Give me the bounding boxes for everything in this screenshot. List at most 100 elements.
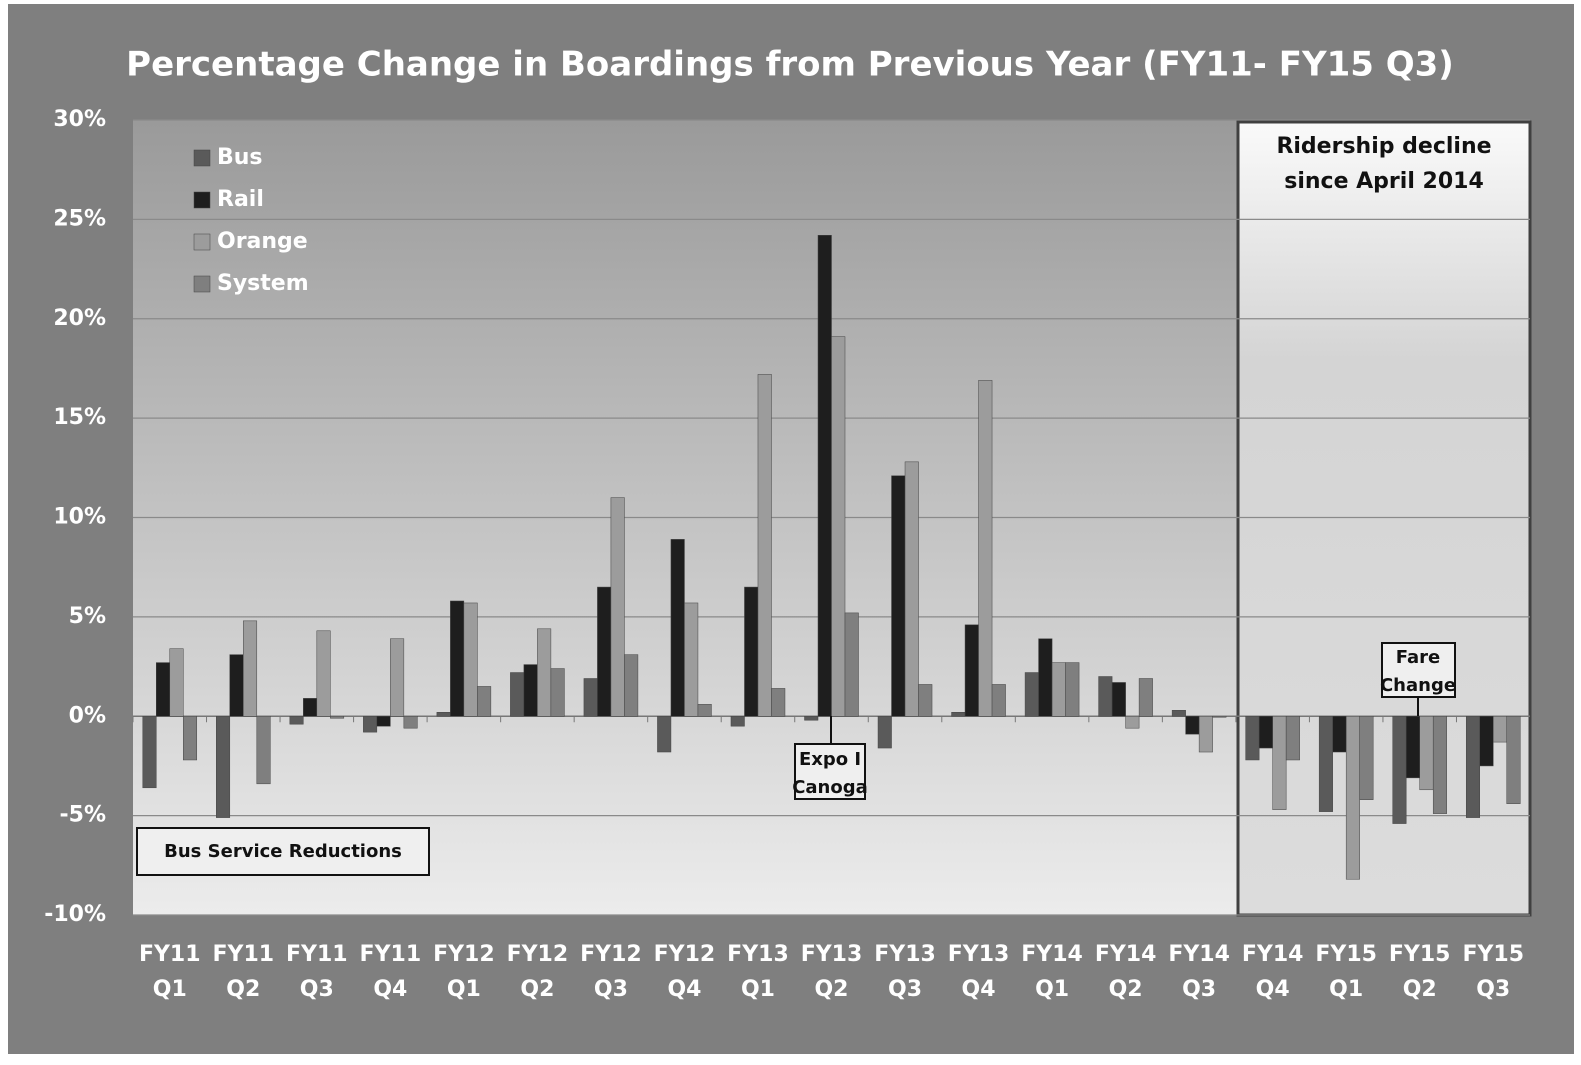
bar (1465, 716, 1480, 818)
x-tick-label: Q3 (594, 977, 628, 1002)
bar (730, 716, 745, 727)
x-tick-label: Q1 (1035, 977, 1069, 1002)
bar (1332, 716, 1347, 753)
legend-swatch (193, 149, 211, 167)
annotation-box (794, 743, 866, 800)
bar (316, 630, 331, 717)
bar (289, 716, 304, 725)
legend-swatch (193, 233, 211, 251)
x-tick-label: Q4 (962, 977, 996, 1002)
bar (684, 602, 699, 717)
x-tick-label: Q3 (300, 977, 334, 1002)
bar (523, 664, 538, 717)
bar (757, 374, 772, 717)
bar (216, 716, 231, 818)
x-tick-label: FY14 (1168, 942, 1230, 967)
bar (583, 678, 598, 717)
bar (844, 612, 859, 717)
bar (1212, 716, 1227, 718)
x-tick-label: FY11 (286, 942, 348, 967)
x-tick-label: Q1 (1329, 977, 1363, 1002)
bar (1506, 716, 1521, 804)
x-tick-label: Q3 (1182, 977, 1216, 1002)
bar (1125, 716, 1140, 729)
x-tick-label: FY14 (1242, 942, 1304, 967)
bar (390, 638, 405, 717)
x-tick-label: Q3 (1476, 977, 1510, 1002)
x-tick-label: FY14 (1021, 942, 1083, 967)
bar (1024, 672, 1039, 717)
y-tick-label: 30% (53, 107, 106, 132)
bar (1038, 638, 1053, 717)
annotation-box (136, 827, 430, 876)
bar (1285, 716, 1300, 761)
annotation: Fare (1396, 647, 1440, 668)
x-tick-label: FY13 (727, 942, 789, 967)
bar (1065, 662, 1080, 717)
legend-swatch (193, 275, 211, 293)
bar (744, 586, 759, 717)
bar (450, 600, 465, 717)
bar (537, 628, 552, 717)
bar (951, 712, 966, 717)
x-tick-label: Q2 (1109, 977, 1143, 1002)
x-tick-label: FY11 (360, 942, 422, 967)
annotation: Bus Service Reductions (164, 841, 402, 862)
bar (697, 704, 712, 717)
y-tick-label: 15% (53, 405, 106, 430)
y-tick-label: -10% (44, 902, 106, 927)
bar (1318, 716, 1333, 812)
bar (1171, 710, 1186, 717)
x-tick-label: Q2 (1403, 977, 1437, 1002)
bar (610, 497, 625, 717)
bar (156, 662, 171, 717)
x-tick-label: FY12 (580, 942, 642, 967)
bar (1405, 716, 1420, 779)
bar (183, 716, 198, 761)
x-tick-label: Q2 (226, 977, 260, 1002)
legend-swatch (193, 191, 211, 209)
bar (256, 716, 271, 785)
x-tick-label: FY15 (1315, 942, 1377, 967)
y-tick-label: 20% (53, 306, 106, 331)
bar (1392, 716, 1407, 824)
bar (436, 712, 451, 717)
bar (904, 461, 919, 717)
bar (169, 648, 184, 717)
bar (1185, 716, 1200, 735)
bar (303, 698, 318, 717)
bar (1138, 678, 1153, 717)
bar (1419, 716, 1434, 791)
chart-title: Percentage Change in Boardings from Prev… (126, 45, 1454, 85)
legend-label: System (217, 271, 309, 296)
x-tick-label: FY13 (948, 942, 1010, 967)
x-tick-label: FY15 (1389, 942, 1451, 967)
annotation: Ridership decline (1276, 134, 1491, 159)
y-tick-label: -5% (60, 803, 106, 828)
bar (1111, 682, 1126, 717)
bar (891, 475, 906, 717)
x-tick-label: FY11 (213, 942, 275, 967)
bar (1345, 716, 1360, 880)
x-tick-label: FY11 (139, 942, 201, 967)
x-tick-label: Q3 (888, 977, 922, 1002)
x-tick-label: FY12 (507, 942, 569, 967)
bar (657, 716, 672, 753)
bar (918, 684, 933, 717)
annotation-box (1381, 642, 1456, 698)
bar (1492, 716, 1507, 743)
bar (978, 380, 993, 717)
x-tick-label: FY12 (654, 942, 716, 967)
x-tick-label: Q2 (814, 977, 848, 1002)
bar (771, 688, 786, 717)
bar (1432, 716, 1447, 814)
annotation: Expo I (799, 749, 861, 770)
annotation: Change (1380, 675, 1456, 696)
bar (670, 539, 685, 717)
y-tick-label: 25% (53, 206, 106, 231)
x-tick-label: FY12 (433, 942, 495, 967)
bar (330, 716, 345, 719)
bar (817, 235, 832, 717)
x-tick-label: FY14 (1095, 942, 1157, 967)
bar (804, 716, 819, 721)
